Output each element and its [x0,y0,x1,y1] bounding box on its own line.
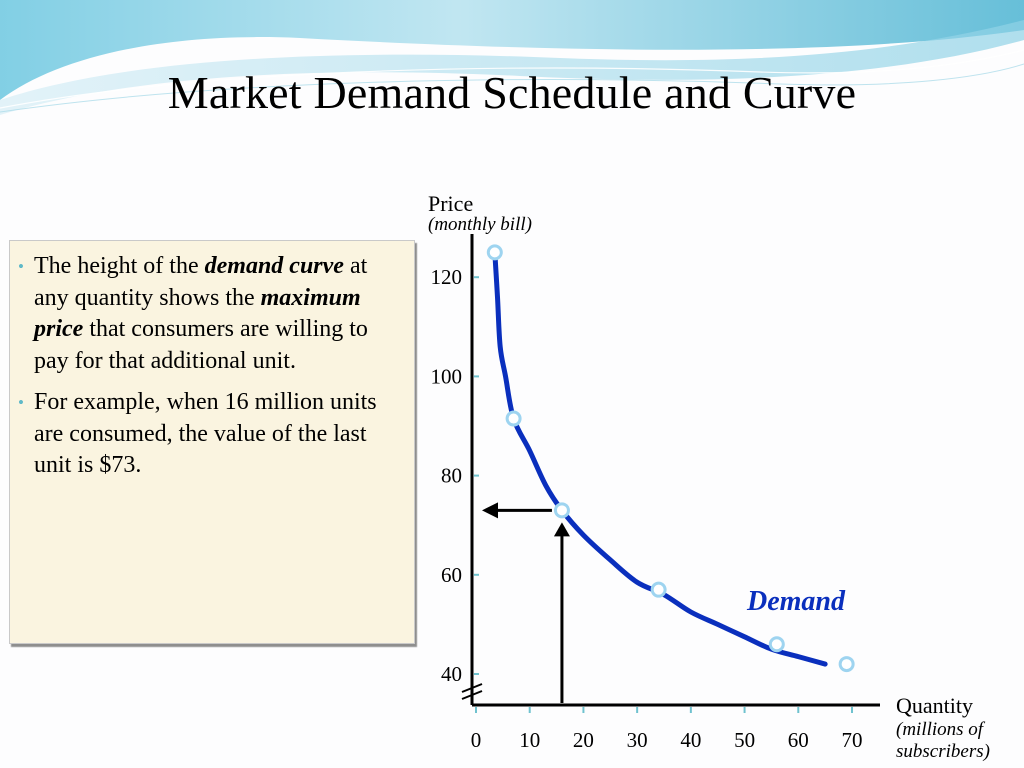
data-point-marker [553,502,570,519]
x-tick-label: 20 [573,728,594,752]
bullet-item: • The height of the demand curve at any q… [18,251,400,377]
y-tick-label: 40 [441,662,462,686]
arrow-left-head [482,502,498,519]
x-tick-label: 50 [734,728,755,752]
bullet-text: For example, when 16 million units are c… [34,389,377,478]
arrow-up-head [553,522,570,537]
x-tick-label: 40 [680,728,701,752]
y-axis-subtitle: (monthly bill) [428,214,532,235]
y-axis-title: Price [428,191,473,216]
x-axis-subtitle-line2: subscribers) [896,741,990,762]
chart-series [486,244,855,673]
data-point-marker [486,244,503,261]
data-point-marker [505,410,522,427]
x-tick-label: 0 [471,728,482,752]
x-tick-label: 60 [788,728,809,752]
y-tick-label: 60 [441,563,462,587]
chart-axes: 40 60 80 100 120 0 10 20 30 40 50 60 70 [431,234,880,752]
axis-break-mark [461,690,483,700]
emphasis-demand-curve: demand curve [204,253,344,279]
series-label: Demand [746,586,846,617]
y-tick-label: 80 [441,464,462,488]
bullet-text: at any quantity shows the [34,253,368,311]
header-swoosh [0,0,1024,115]
data-point-marker [768,636,785,653]
bullet-text: The height of the [34,253,205,279]
chart-annotation [482,502,570,703]
bullet-item: • For example, when 16 million units are … [18,387,400,482]
y-tick-label: 120 [431,265,463,289]
emphasis-maximum-price: maximum price [34,284,361,343]
bullet-icon: • [18,257,24,276]
bullet-text: that consumers are willing to pay for th… [34,316,368,374]
x-axis-title: Quantity [896,693,973,718]
x-tick-label: 10 [519,728,540,752]
chart-labels: Price (monthly bill) Quantity (millions … [428,191,990,762]
y-tick-label: 100 [431,364,463,388]
bullet-icon: • [18,393,24,412]
demand-curve-line [492,249,828,667]
data-point-marker [838,656,855,673]
slide-title: Market Demand Schedule and Curve [167,67,857,118]
x-axis-subtitle-line1: (millions of [896,719,986,740]
data-point-marker [650,581,667,598]
x-tick-label: 30 [627,728,648,752]
x-tick-label: 70 [842,728,863,752]
axis-break-mark [461,683,483,693]
explanation-callout: • The height of the demand curve at any q… [9,240,415,644]
